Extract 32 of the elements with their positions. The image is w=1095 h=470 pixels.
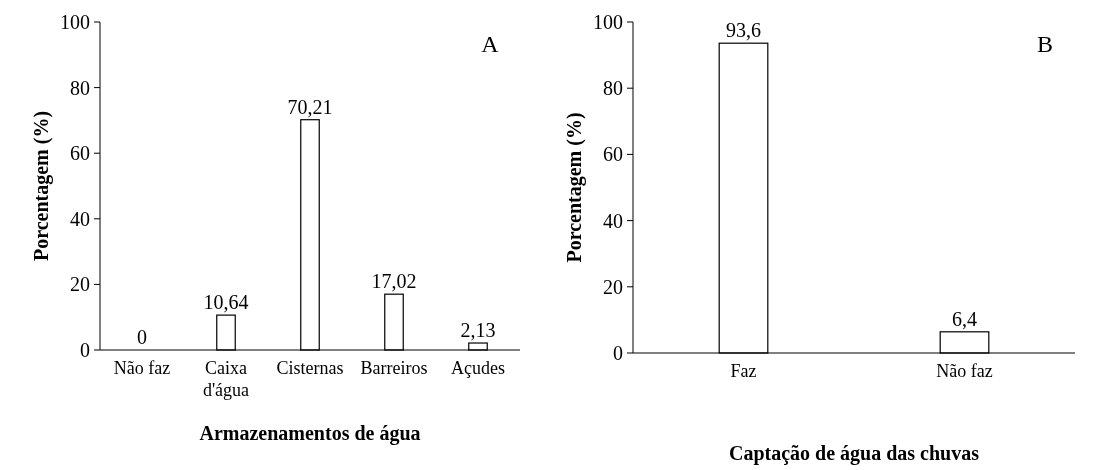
y-tick-label: 60	[70, 142, 90, 165]
y-tick-label: 20	[70, 273, 90, 296]
y-axis-title: Porcentagem (%)	[30, 110, 53, 262]
data-label: 17,02	[371, 270, 417, 293]
y-tick-label: 0	[613, 342, 623, 364]
x-axis-title: Captação de água das chuvas	[728, 442, 980, 465]
data-label: 70,21	[287, 95, 333, 118]
x-tick-label: Não faz	[113, 358, 171, 378]
data-label: 0	[137, 326, 147, 348]
annotation: B	[1036, 31, 1054, 57]
y-tick-label: 80	[70, 76, 90, 99]
data-label: 10,64	[203, 291, 249, 314]
x-tick-label: Açudes	[451, 358, 505, 378]
x-tick-label: Caixa d'água	[202, 358, 250, 400]
x-tick-label: Não faz	[936, 361, 993, 381]
y-tick-label: 40	[603, 209, 623, 232]
data-label: 2,13	[460, 319, 496, 342]
x-tick-label: Barreiros	[360, 358, 428, 378]
y-tick-label: 40	[70, 207, 90, 230]
y-tick-label: 100	[593, 11, 623, 33]
y-tick-label: 20	[603, 275, 623, 298]
y-tick-label: 60	[603, 143, 623, 166]
data-label: 6,4	[952, 307, 977, 330]
x-axis-title: Armazenamentos de água	[199, 422, 421, 445]
y-tick-label: 0	[80, 339, 90, 361]
data-label: 93,6	[726, 19, 761, 42]
y-axis-title: Porcentagem (%)	[563, 112, 586, 263]
x-tick-label: Cisternas	[276, 358, 344, 378]
annotation: A	[481, 31, 500, 57]
x-tick-label: Faz	[730, 361, 757, 381]
y-tick-label: 100	[60, 11, 90, 33]
y-tick-label: 80	[603, 77, 623, 100]
